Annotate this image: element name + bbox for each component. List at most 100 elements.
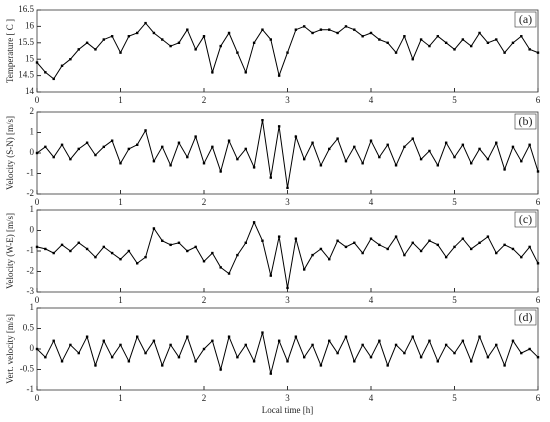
data-point xyxy=(411,58,414,61)
data-point xyxy=(328,258,331,261)
data-point xyxy=(344,25,348,28)
data-point xyxy=(60,360,64,363)
data-point xyxy=(378,155,381,159)
data-point xyxy=(52,251,55,255)
data-point xyxy=(536,356,540,359)
data-point xyxy=(495,251,498,255)
data-point xyxy=(361,251,364,255)
data-point xyxy=(294,237,298,240)
data-point xyxy=(344,245,348,249)
data-point xyxy=(202,162,206,165)
y-tick-label: 1 xyxy=(30,302,35,312)
x-tick-label: 1 xyxy=(118,197,123,207)
data-point xyxy=(486,235,490,238)
data-point xyxy=(403,35,406,38)
data-point xyxy=(186,335,189,338)
data-point xyxy=(336,137,339,140)
y-axis-label: Velocity (S-N) [m/s] xyxy=(5,116,15,190)
data-point xyxy=(211,145,214,149)
data-point xyxy=(277,125,281,128)
data-point xyxy=(219,368,222,371)
data-point xyxy=(136,143,139,146)
data-point xyxy=(219,170,222,173)
data-point xyxy=(261,331,264,334)
data-point xyxy=(444,141,448,144)
data-point xyxy=(303,356,306,359)
data-point xyxy=(102,38,105,41)
data-point xyxy=(169,343,172,347)
data-point xyxy=(277,339,281,342)
data-point xyxy=(461,143,465,146)
data-line xyxy=(36,221,539,288)
data-point xyxy=(69,58,72,61)
data-point xyxy=(470,44,473,48)
data-point xyxy=(85,247,89,251)
y-tick-label: 1 xyxy=(30,204,35,214)
data-point xyxy=(536,262,540,265)
data-point xyxy=(136,31,139,35)
data-point xyxy=(503,243,506,247)
data-point xyxy=(35,245,39,249)
x-tick-label: 3 xyxy=(285,393,290,403)
data-point xyxy=(428,44,431,48)
data-point xyxy=(444,41,448,44)
data-point xyxy=(436,35,439,38)
data-point xyxy=(161,364,164,367)
data-point xyxy=(161,38,164,41)
data-point xyxy=(110,251,114,255)
data-point xyxy=(436,243,439,247)
data-point xyxy=(495,141,498,144)
x-tick-label: 4 xyxy=(369,197,374,207)
data-point xyxy=(127,147,131,151)
data-point xyxy=(361,162,364,165)
data-point xyxy=(211,71,214,74)
data-point xyxy=(177,241,181,244)
data-point xyxy=(294,28,298,31)
data-point xyxy=(336,239,339,242)
x-tick-label: 5 xyxy=(452,393,457,403)
data-point xyxy=(319,28,323,31)
data-point xyxy=(94,153,97,157)
data-line xyxy=(36,332,539,374)
data-point xyxy=(453,245,456,249)
data-point xyxy=(219,44,222,48)
data-point xyxy=(419,249,423,253)
x-tick-label: 0 xyxy=(35,393,40,403)
data-point xyxy=(453,155,456,159)
data-point xyxy=(520,351,523,355)
data-point xyxy=(202,35,206,38)
data-point xyxy=(194,48,197,51)
x-tick-label: 5 xyxy=(452,95,457,105)
data-point xyxy=(44,71,47,74)
data-line xyxy=(36,22,539,80)
data-point xyxy=(353,28,356,31)
data-point xyxy=(478,31,481,35)
x-tick-label: 1 xyxy=(118,295,123,305)
y-axis-label: Vert. velocity [m/s] xyxy=(5,314,15,384)
data-point xyxy=(44,145,47,149)
data-point xyxy=(186,28,189,31)
data-point xyxy=(286,51,289,54)
x-tick-label: 4 xyxy=(369,95,374,105)
y-tick-label: 15.5 xyxy=(18,37,34,47)
data-point xyxy=(428,339,431,342)
data-point xyxy=(520,255,523,259)
data-point xyxy=(136,335,139,338)
panel-label: (a) xyxy=(519,12,532,26)
data-point xyxy=(386,247,389,251)
y-tick-label: -3 xyxy=(27,286,35,296)
data-point xyxy=(328,147,331,151)
data-point xyxy=(428,149,431,153)
data-point xyxy=(378,339,381,342)
data-point xyxy=(336,351,339,355)
data-point xyxy=(369,237,373,240)
data-point xyxy=(85,335,89,338)
data-point xyxy=(52,77,55,81)
data-point xyxy=(119,343,122,347)
data-point xyxy=(511,339,515,342)
y-tick-label: -2 xyxy=(27,266,35,276)
data-point xyxy=(85,141,89,144)
data-point xyxy=(69,249,72,253)
data-point xyxy=(227,272,231,275)
y-axis-label: Temperature [ C ] xyxy=(5,19,15,83)
